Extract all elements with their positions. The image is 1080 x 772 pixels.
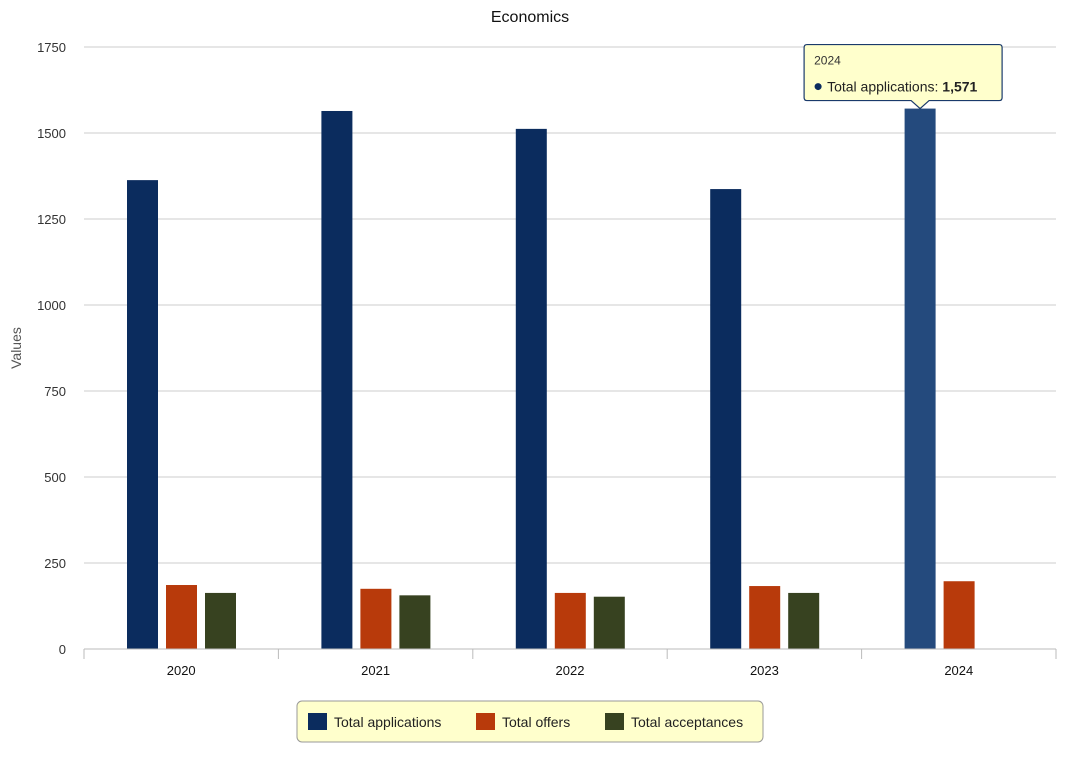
x-axis: 2020 2021 2022 2023 2024 [83,648,1057,678]
y-tick-label-750: 750 [44,384,66,399]
gridlines [84,46,1056,564]
bar-total-acceptances-2020[interactable] [205,592,236,649]
bar-total-applications-2023[interactable] [710,189,742,649]
legend: Total applications Total offers Total acce… [296,700,764,743]
tooltip-value-line: Total applications: 1,571 [827,79,977,95]
bar-total-acceptances-2023[interactable] [788,592,820,649]
y-axis-title: Values [8,327,24,369]
bar-total-offers-2022[interactable] [554,592,586,649]
tooltip-category: 2024 [814,54,841,68]
y-axis-ticks: 0 250 500 750 1000 1250 1500 1750 [37,40,66,657]
bar-total-offers-2021[interactable] [360,588,392,649]
bar-total-applications-2024[interactable] [904,108,936,650]
bar-total-offers-2023[interactable] [749,586,781,649]
y-tick-label-1000: 1000 [37,298,66,313]
bar-total-acceptances-2021[interactable] [399,595,431,649]
x-tick-label-2020: 2020 [167,663,196,678]
tooltip-series-marker [814,83,822,91]
bars [127,108,975,650]
chart-title: Economics [491,9,569,26]
y-tick-label-1500: 1500 [37,126,66,141]
y-tick-label-500: 500 [44,470,66,485]
y-tick-label-1250: 1250 [37,212,66,227]
legend-label-total-acceptances: Total acceptances [631,714,743,730]
legend-item-total-offers[interactable]: Total offers [476,713,570,730]
x-tick-label-2022: 2022 [556,663,585,678]
legend-label-total-applications: Total applications [334,714,441,730]
tooltip-series-name: Total applications: [827,79,942,95]
y-tick-label-0: 0 [59,642,66,657]
bar-total-applications-2020[interactable] [127,180,158,650]
x-tick-label-2023: 2023 [750,663,779,678]
x-tick-label-2024: 2024 [944,663,973,678]
bar-total-offers-2024[interactable] [943,581,975,649]
x-tick-label-2021: 2021 [361,663,390,678]
bar-total-acceptances-2022[interactable] [593,596,625,649]
y-tick-label-1750: 1750 [37,40,66,55]
legend-swatch-total-applications [308,713,327,730]
legend-box [296,700,764,743]
tooltip: 2024 Total applications: 1,571 [803,43,1003,110]
bar-total-offers-2020[interactable] [166,585,197,649]
bar-total-applications-2022[interactable] [515,128,547,649]
legend-label-total-offers: Total offers [502,714,570,730]
bar-total-applications-2021[interactable] [321,110,353,649]
tooltip-background [803,43,1003,110]
tooltip-box: 2024 Total applications: 1,571 [803,43,1003,110]
legend-swatch-total-acceptances [605,713,624,730]
legend-item-total-acceptances[interactable]: Total acceptances [605,713,743,730]
legend-swatch-total-offers [476,713,495,730]
y-tick-label-250: 250 [44,556,66,571]
tooltip-value: 1,571 [942,79,977,95]
legend-item-total-applications[interactable]: Total applications [308,713,441,730]
